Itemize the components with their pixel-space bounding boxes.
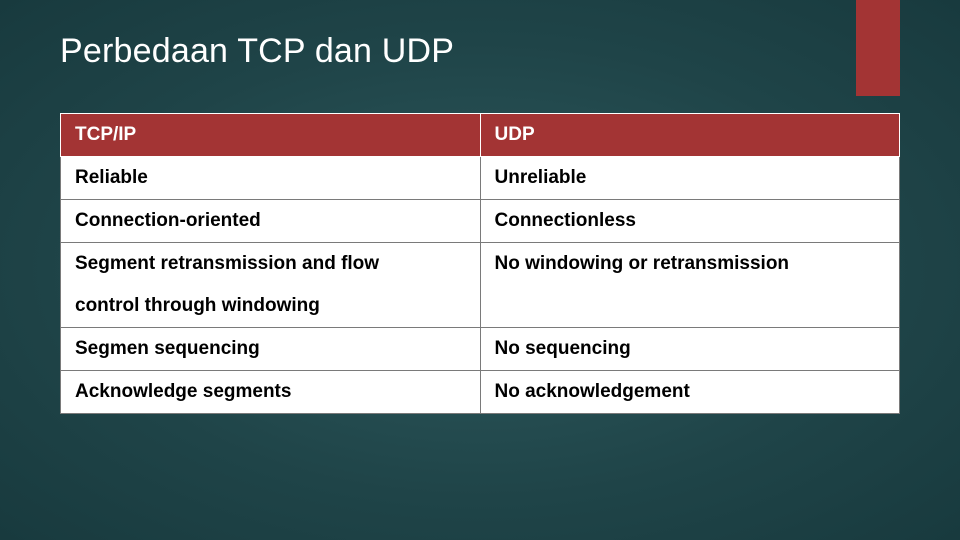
table-cell: Connection-oriented	[61, 200, 481, 243]
table-cell: Reliable	[61, 157, 481, 200]
table-cell: Segment retransmission and flow	[61, 243, 481, 286]
page-title: Perbedaan TCP dan UDP	[60, 32, 900, 71]
table-cell: Connectionless	[480, 200, 900, 243]
table-cell: Acknowledge segments	[61, 371, 481, 414]
table-header-tcp: TCP/IP	[61, 114, 481, 157]
table-row: Connection-oriented Connectionless	[61, 200, 900, 243]
table-cell: Unreliable	[480, 157, 900, 200]
table-row: Segment retransmission and flow No windo…	[61, 243, 900, 286]
table-cell: control through windowing	[61, 285, 481, 328]
table-cell: No acknowledgement	[480, 371, 900, 414]
table-header-row: TCP/IP UDP	[61, 114, 900, 157]
comparison-table: TCP/IP UDP Reliable Unreliable Connectio…	[60, 113, 900, 414]
table-cell: No windowing or retransmission	[480, 243, 900, 328]
slide-container: Perbedaan TCP dan UDP TCP/IP UDP Reliabl…	[0, 0, 960, 414]
table-row: Acknowledge segments No acknowledgement	[61, 371, 900, 414]
table-cell: Segmen sequencing	[61, 328, 481, 371]
table-row: Segmen sequencing No sequencing	[61, 328, 900, 371]
table-row: Reliable Unreliable	[61, 157, 900, 200]
table-cell: No sequencing	[480, 328, 900, 371]
table-header-udp: UDP	[480, 114, 900, 157]
accent-bar	[856, 0, 900, 96]
